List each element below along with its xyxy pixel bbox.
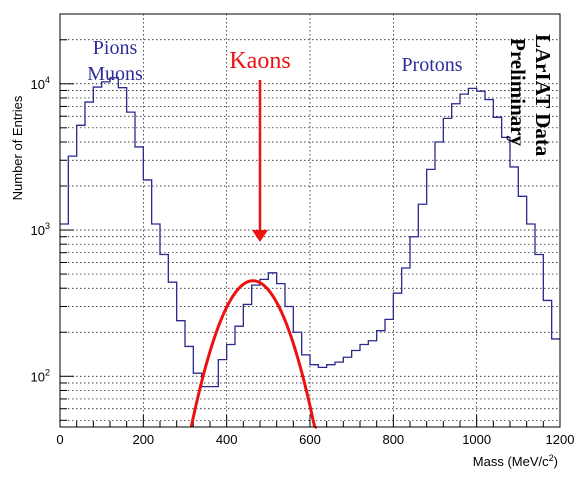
histogram-bin (93, 87, 101, 427)
y-tick-label: 104 (31, 75, 50, 92)
histogram-bin (435, 142, 443, 427)
histogram-bin (68, 156, 76, 427)
histogram-bin (452, 104, 460, 427)
y-axis-title: Number of Entries (10, 95, 25, 200)
histogram-bin (177, 321, 185, 427)
histogram-bin (235, 326, 243, 427)
x-tick-label: 200 (132, 432, 154, 447)
x-tick-label: 600 (299, 432, 321, 447)
y-tick-base: 10 (31, 223, 45, 238)
histogram-bin (527, 224, 535, 427)
kaon-arrow-head (252, 230, 268, 242)
x-axis-title: Mass (MeV/c2) (473, 453, 558, 469)
histogram-bin (477, 91, 485, 427)
y-tick-label: 103 (31, 221, 50, 238)
x-axis-ticks: 0 200 400 600 800 1000 1200 (56, 415, 574, 447)
histogram-bin (443, 118, 451, 427)
annotation-kaons: Kaons (229, 48, 290, 74)
histogram-bin (427, 169, 435, 427)
y-tick-exponent: 4 (45, 75, 50, 85)
histogram-bin (110, 78, 118, 427)
histogram-bin (377, 331, 385, 427)
histogram-bin (535, 255, 543, 427)
minor-ticks (60, 13, 544, 427)
histogram-bin (335, 362, 343, 427)
histogram-bin (418, 204, 426, 427)
y-tick-label: 102 (31, 367, 50, 384)
histogram-bin (318, 367, 326, 427)
histogram-bin (352, 351, 360, 427)
histogram-bin (343, 357, 351, 427)
histogram-bin (402, 268, 410, 427)
histogram-bin (543, 300, 551, 427)
watermark-lariat-data: LArIAT Data (531, 34, 555, 157)
histogram-bin (60, 224, 68, 427)
histogram-bin (260, 279, 268, 427)
histogram-bin (393, 293, 401, 427)
histogram-bin (143, 180, 151, 427)
histogram-bin (118, 88, 126, 427)
histogram-bin (210, 387, 218, 427)
x-axis-title-superscript: 2 (549, 453, 554, 463)
y-tick-base: 10 (31, 77, 45, 92)
histogram-bin (502, 137, 510, 427)
histogram-bin (168, 282, 176, 427)
gaussian-fit-layer (189, 279, 318, 429)
histogram-bin (252, 285, 260, 427)
histogram-bin (152, 224, 160, 427)
histogram-bin (227, 344, 235, 427)
gaussian-fit-curve (189, 279, 318, 429)
histogram-bin (135, 147, 143, 427)
x-tick-label: 1000 (462, 432, 491, 447)
histogram-bin (202, 387, 210, 427)
histogram-outline (60, 77, 560, 388)
histogram-bin (327, 365, 335, 427)
x-tick-label: 1200 (546, 432, 575, 447)
histogram-bin (160, 255, 168, 427)
x-tick-label: 400 (216, 432, 238, 447)
x-tick-label: 0 (56, 432, 63, 447)
histogram-bin (368, 341, 376, 427)
histogram-bin (360, 344, 368, 427)
x-tick-label: 800 (382, 432, 404, 447)
histogram-bin (85, 102, 93, 427)
histogram-bin (218, 360, 226, 427)
annotation-muons: Muons (87, 63, 143, 85)
histogram-bin (243, 304, 251, 427)
annotation-protons: Protons (401, 54, 462, 76)
histogram-bin (127, 112, 135, 427)
histogram-bin (102, 82, 110, 427)
annotation-pions: Pions (93, 37, 138, 59)
x-axis-title-close: ) (554, 454, 558, 469)
histogram-bin (460, 94, 468, 427)
histogram-bin (485, 100, 493, 427)
histogram-bin (385, 319, 393, 427)
y-tick-base: 10 (31, 369, 45, 384)
histogram-bin (510, 167, 518, 427)
y-tick-exponent: 3 (45, 221, 50, 231)
y-tick-exponent: 2 (45, 367, 50, 377)
histogram-bin (185, 346, 193, 427)
histogram-bin (518, 196, 526, 427)
histogram-bin (493, 117, 501, 427)
histogram-bin (77, 125, 85, 427)
histogram-bin (552, 339, 560, 427)
histogram-bin (410, 237, 418, 427)
histogram-bin (468, 88, 476, 427)
watermark-preliminary: Preliminary (506, 38, 530, 147)
histogram-layer (60, 77, 560, 427)
